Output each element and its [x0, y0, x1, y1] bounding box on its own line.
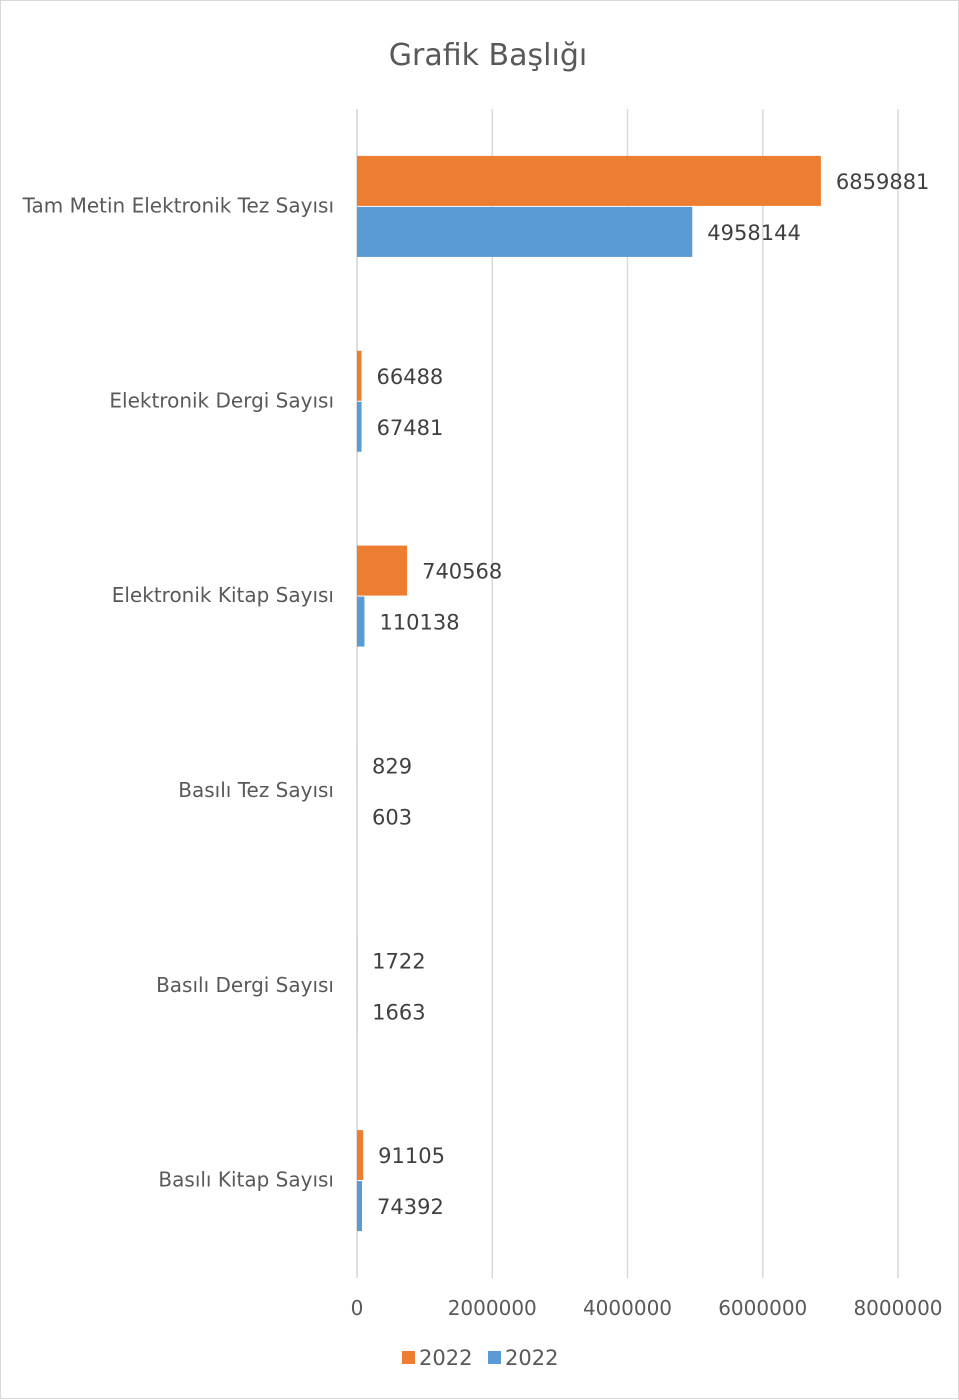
data-label: 74392: [377, 1195, 444, 1219]
data-label: 1663: [372, 1000, 425, 1024]
data-label: 4958144: [707, 221, 801, 245]
data-label: 1722: [372, 949, 425, 973]
x-tick-label: 2000000: [448, 1296, 537, 1320]
x-tick-label: 4000000: [583, 1296, 672, 1320]
x-axis-ticks: 0 2000000 4000000 6000000 8000000: [351, 1296, 943, 1320]
category-label: Elektronik Kitap Sayısı: [112, 583, 334, 607]
legend: 2022 2022: [402, 1346, 558, 1370]
data-label: 91105: [378, 1144, 445, 1168]
bar-orange: [357, 351, 361, 401]
chart-title: Grafik Başlığı: [389, 38, 587, 73]
legend-label: 2022: [419, 1346, 472, 1370]
data-label: 603: [372, 805, 412, 829]
bar-orange: [357, 156, 821, 206]
bar-orange: [357, 546, 407, 596]
bar-blue: [357, 597, 364, 647]
x-tick-label: 6000000: [718, 1296, 807, 1320]
legend-swatch: [488, 1351, 501, 1364]
category-label: Basılı Dergi Sayısı: [156, 973, 334, 997]
data-label: 829: [372, 754, 412, 778]
category-label: Basılı Tez Sayısı: [178, 778, 334, 802]
category-label: Basılı Kitap Sayısı: [158, 1168, 334, 1192]
data-labels: 6859881 4958144 66488 67481 740568 110138 829 6…: [372, 170, 929, 1219]
gridlines: [357, 109, 898, 1278]
category-label: Elektronik Dergi Sayısı: [109, 388, 334, 412]
category-label: Tam Metin Elektronik Tez Sayısı: [22, 193, 334, 217]
data-label: 67481: [377, 416, 444, 440]
data-label: 110138: [379, 611, 459, 635]
x-tick-label: 0: [351, 1296, 364, 1320]
bar-blue: [357, 402, 362, 452]
data-label: 6859881: [836, 170, 930, 194]
x-tick-label: 8000000: [853, 1296, 942, 1320]
data-label: 740568: [422, 560, 502, 584]
category-labels: Tam Metin Elektronik Tez Sayısı Elektroni…: [22, 193, 334, 1191]
data-label: 66488: [376, 365, 443, 389]
bar-orange: [357, 1130, 363, 1180]
bar-blue: [357, 207, 692, 257]
bar-blue: [357, 1181, 362, 1231]
legend-swatch: [402, 1351, 415, 1364]
legend-label: 2022: [505, 1346, 558, 1370]
bars: [357, 156, 821, 1231]
